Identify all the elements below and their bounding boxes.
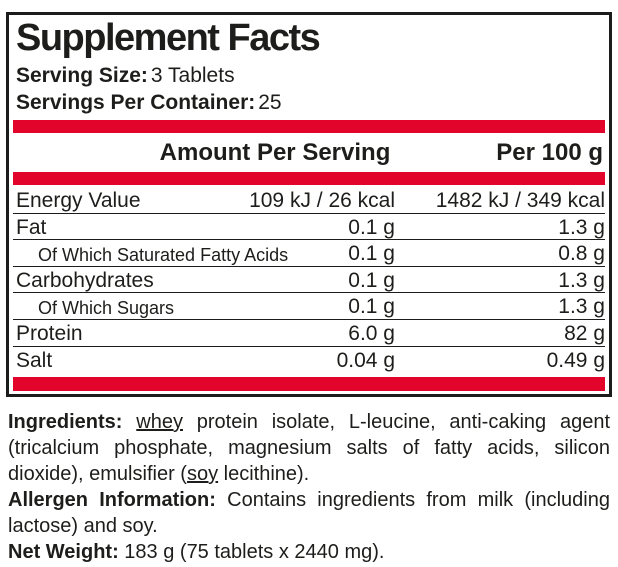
- nutrient-row: Fat 0.1 g 1.3 g: [13, 214, 605, 241]
- nutrient-row: Energy Value 109 kJ / 26 kcal 1482 kJ / 34…: [13, 187, 605, 214]
- text-segment: Contains ingredients from milk (includin…: [8, 489, 610, 537]
- nutrient-row: Protein 6.0 g 82 g: [13, 320, 605, 347]
- allergen-information-paragraph: Allergen Information: Contains ingredien…: [8, 487, 610, 539]
- text-segment: protein isolate, L-leucine, anti-caking …: [8, 411, 610, 485]
- amount-per-serving-header: Amount Per Serving: [159, 138, 391, 166]
- text-segment: whey: [136, 411, 183, 433]
- text-segment: Net Weight:: [8, 541, 125, 563]
- nutrient-row: Of Which Sugars 0.1 g 1.3 g: [13, 293, 605, 320]
- per-100g-value: 1.3 g: [558, 215, 605, 239]
- per-100g-value: 1482 kJ / 349 kcal: [435, 189, 605, 212]
- serving-size-line: Serving Size: 3 Tablets: [16, 63, 605, 89]
- per-serving-value: 0.04 g: [336, 348, 395, 372]
- per-100g-value: 82 g: [564, 321, 605, 345]
- column-header-row: Amount Per Serving Per 100 g: [13, 133, 605, 172]
- nutrient-name: Fat: [16, 215, 47, 239]
- nutrient-name: Protein: [16, 321, 83, 345]
- text-segment: soy: [186, 463, 219, 485]
- per-serving-value: 6.0 g: [348, 321, 395, 345]
- servings-per-container-value: 25: [258, 91, 282, 114]
- per-100g-value: 0.49 g: [546, 348, 605, 372]
- ingredients-paragraph: Ingredients: whey protein isolate, L-leu…: [8, 409, 610, 487]
- nutrient-row: Carbohydrates 0.1 g 1.3 g: [13, 267, 605, 294]
- per-100g-value: 0.8 g: [558, 242, 605, 266]
- per-serving-value: 0.1 g: [348, 242, 395, 266]
- text-segment: Ingredients:: [8, 411, 137, 433]
- facts-title: Supplement Facts: [16, 17, 321, 59]
- nutrient-name: Of Which Saturated Fatty Acids: [38, 245, 289, 266]
- nutrient-table: Energy Value 109 kJ / 26 kcal 1482 kJ / 34…: [13, 187, 605, 373]
- nutrient-name: Of Which Sugars: [38, 298, 175, 319]
- per-100g-value: 1.3 g: [558, 295, 605, 319]
- per-serving-value: 0.1 g: [348, 268, 395, 292]
- label-footer: Ingredients: whey protein isolate, L-leu…: [8, 409, 610, 565]
- facts-box: Supplement Facts Serving Size: 3 Tablets …: [6, 12, 612, 397]
- servings-per-container-label: Servings Per Container:: [16, 91, 256, 114]
- per-100g-value: 1.3 g: [558, 268, 605, 292]
- servings-per-container-line: Servings Per Container: 25: [16, 90, 605, 116]
- serving-size-value: 3 Tablets: [150, 64, 235, 87]
- nutrient-row: Salt 0.04 g 0.49 g: [13, 347, 605, 374]
- divider-bar-bottom: [13, 377, 605, 392]
- divider-bar-top: [13, 120, 605, 133]
- nutrient-name: Salt: [16, 348, 53, 372]
- text-segment: lecithine).: [218, 463, 310, 485]
- divider-bar-middle: [13, 172, 605, 185]
- nutrient-row: Of Which Saturated Fatty Acids 0.1 g 0.8 g: [13, 240, 605, 267]
- text-segment: Allergen Information:: [8, 489, 228, 511]
- serving-size-label: Serving Size:: [16, 64, 148, 87]
- per-serving-value: 109 kJ / 26 kcal: [249, 189, 395, 212]
- per-100g-header: Per 100 g: [496, 138, 603, 166]
- net-weight-paragraph: Net Weight: 183 g (75 tablets x 2440 mg)…: [8, 539, 610, 565]
- per-serving-value: 0.1 g: [348, 295, 395, 319]
- nutrient-name: Energy Value: [16, 189, 141, 212]
- text-segment: 183 g (75 tablets x 2440 mg).: [124, 541, 385, 563]
- per-serving-value: 0.1 g: [348, 215, 395, 239]
- nutrient-name: Carbohydrates: [16, 268, 154, 292]
